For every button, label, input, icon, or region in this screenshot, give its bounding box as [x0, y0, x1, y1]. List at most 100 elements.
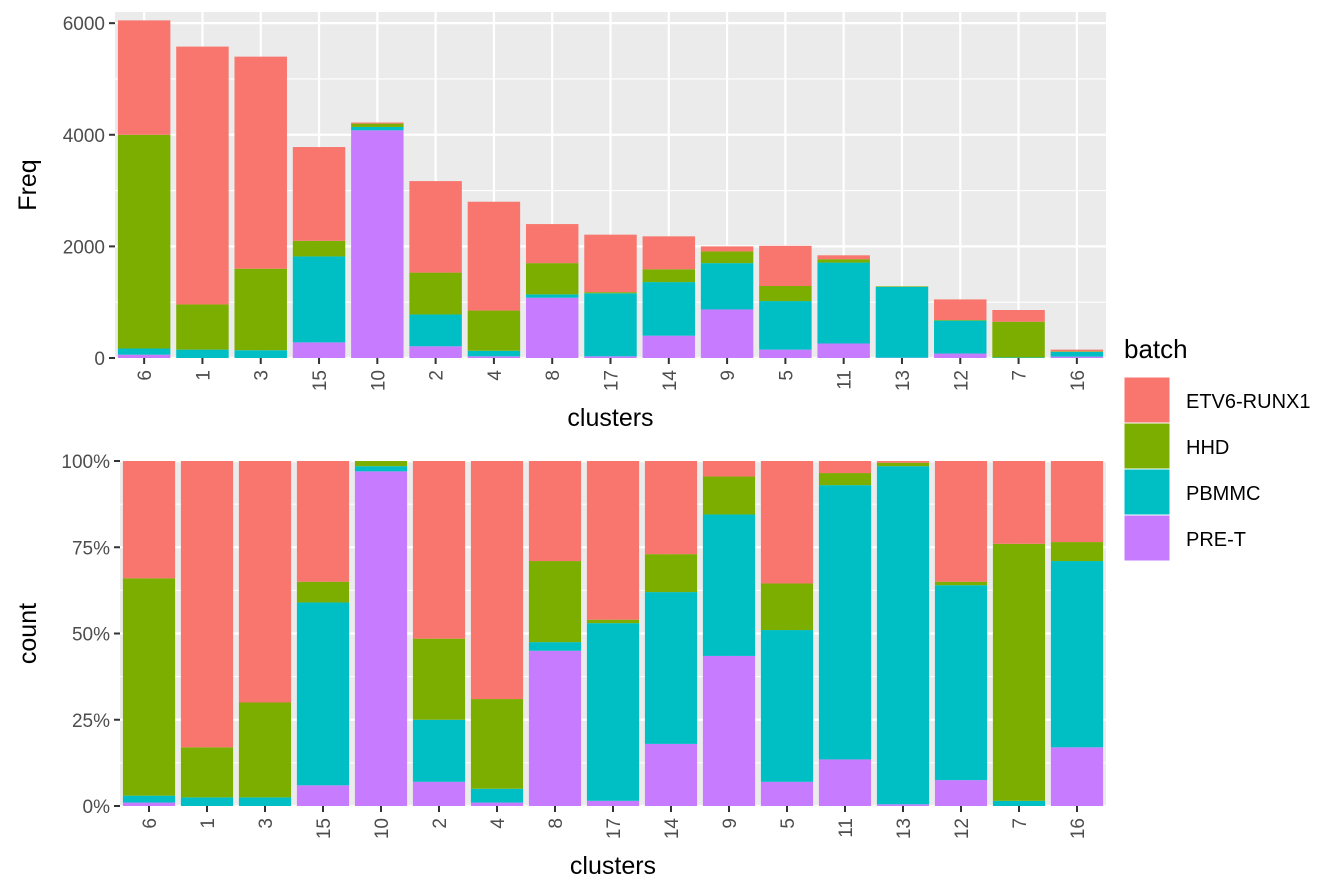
bar-segment-etv6-runx1-cluster-10 [351, 122, 404, 124]
bar-segment-etv6-runx1-cluster-7 [992, 310, 1045, 322]
bar-segment-hhd-cluster-11 [817, 259, 870, 263]
bar-segment-pre-t-cluster-15 [292, 342, 346, 358]
y-axis-title: count [14, 603, 42, 664]
x-tick-label: 12 [951, 370, 972, 391]
bar-segment-hhd-cluster-4 [470, 699, 524, 789]
bar-segment-hhd-cluster-2 [412, 638, 466, 720]
x-tick-label: 6 [135, 370, 156, 381]
x-tick-label: 1 [193, 370, 214, 381]
bar-segment-etv6-runx1-cluster-9 [702, 461, 756, 477]
bar-segment-hhd-cluster-10 [354, 461, 408, 467]
bar-segment-etv6-runx1-cluster-14 [644, 461, 698, 555]
x-tick-label: 7 [1010, 818, 1031, 829]
bar-segment-etv6-runx1-cluster-13 [876, 461, 930, 463]
x-tick-label: 10 [368, 370, 389, 391]
bar-segment-pre-t-cluster-6 [122, 802, 176, 806]
x-tick-label: 16 [1068, 818, 1089, 839]
y-tick-label: 0 [94, 349, 105, 370]
bar-segment-hhd-cluster-14 [642, 269, 696, 283]
bar-segment-hhd-cluster-12 [934, 581, 988, 586]
bar-segment-pbmmc-cluster-10 [351, 126, 404, 131]
bar-segment-pbmmc-cluster-15 [296, 602, 350, 786]
bar-segment-pre-t-cluster-2 [412, 781, 466, 806]
bar-segment-pre-t-cluster-6 [117, 354, 171, 358]
bar-segment-hhd-cluster-12 [934, 320, 987, 321]
legend-key-hhd [1123, 422, 1171, 470]
x-tick-label: 4 [485, 370, 506, 381]
bar-segment-pbmmc-cluster-5 [759, 301, 812, 350]
bar-segment-etv6-runx1-cluster-3 [238, 461, 292, 703]
bar-segment-etv6-runx1-cluster-6 [122, 461, 176, 579]
bar-segment-pbmmc-cluster-9 [702, 514, 756, 656]
bar-segment-etv6-runx1-cluster-14 [642, 236, 696, 270]
bar-segment-hhd-cluster-5 [759, 286, 812, 302]
bar-segment-pre-t-cluster-10 [351, 130, 404, 358]
bar-segment-hhd-cluster-17 [586, 619, 640, 624]
bar-segment-etv6-runx1-cluster-16 [1050, 349, 1104, 352]
bar-segment-etv6-runx1-cluster-5 [759, 245, 812, 287]
bar-segment-pbmmc-cluster-2 [409, 314, 462, 347]
bar-segment-hhd-cluster-8 [528, 561, 582, 643]
bar-segment-hhd-cluster-6 [117, 134, 171, 349]
bar-segment-etv6-runx1-cluster-12 [934, 299, 987, 321]
x-tick-label: 11 [836, 818, 857, 838]
bar-segment-hhd-cluster-9 [702, 476, 756, 515]
bar-segment-hhd-cluster-16 [1050, 351, 1104, 352]
bar-segment-pre-t-cluster-16 [1050, 747, 1104, 806]
x-tick-label: 2 [427, 370, 448, 381]
bar-segment-pbmmc-cluster-15 [292, 256, 346, 343]
bar-segment-hhd-cluster-1 [180, 747, 234, 798]
bar-segment-etv6-runx1-cluster-2 [412, 461, 466, 639]
bar-segment-pre-t-cluster-8 [528, 650, 582, 806]
x-tick-label: 1 [198, 818, 219, 829]
bar-segment-pbmmc-cluster-13 [875, 286, 929, 358]
bar-segment-hhd-cluster-15 [292, 240, 346, 257]
bar-segment-pbmmc-cluster-2 [412, 719, 466, 782]
x-tick-label: 13 [893, 370, 914, 391]
bar-segment-hhd-cluster-9 [700, 251, 754, 264]
bar-segment-pre-t-cluster-9 [702, 655, 756, 806]
bar-segment-pre-t-cluster-11 [817, 343, 870, 358]
bar-segment-pre-t-cluster-5 [759, 349, 812, 358]
bar-segment-pbmmc-cluster-1 [176, 349, 229, 358]
bar-segment-hhd-cluster-4 [467, 310, 521, 351]
bar-segment-pre-t-cluster-5 [760, 781, 814, 806]
x-axis-title: clusters [567, 404, 653, 432]
bar-segment-pbmmc-cluster-1 [180, 797, 234, 806]
x-tick-label: 17 [602, 370, 623, 391]
x-tick-label: 13 [894, 818, 915, 839]
bar-segment-etv6-runx1-cluster-6 [117, 20, 171, 135]
bar-segment-pbmmc-cluster-13 [876, 466, 930, 805]
bar-segment-pre-t-cluster-9 [700, 309, 754, 358]
bar-segment-pre-t-cluster-11 [818, 759, 872, 806]
x-tick-label: 5 [778, 818, 799, 829]
legend-label-pre-t: PRE-T [1186, 529, 1246, 551]
x-tick-label: 14 [662, 818, 683, 840]
y-tick-label: 4000 [63, 126, 105, 147]
bar-segment-pre-t-cluster-16 [1050, 356, 1104, 358]
bar-segment-hhd-cluster-15 [296, 581, 350, 603]
y-tick-label: 6000 [63, 14, 105, 35]
bar-segment-pre-t-cluster-10 [354, 471, 408, 806]
bar-segment-pbmmc-cluster-5 [760, 630, 814, 782]
bar-segment-pbmmc-cluster-17 [586, 623, 640, 801]
bar-segment-pre-t-cluster-4 [470, 802, 524, 806]
bar-segment-pbmmc-cluster-16 [1050, 561, 1104, 748]
bar-segment-etv6-runx1-cluster-7 [992, 461, 1046, 544]
bar-segment-etv6-runx1-cluster-4 [467, 201, 521, 311]
y-tick-label: 75% [72, 538, 110, 559]
y-tick-label: 0% [83, 797, 111, 818]
legend-key-pre-t [1123, 514, 1171, 562]
y-tick-label: 2000 [63, 237, 105, 258]
bar-segment-pre-t-cluster-17 [584, 356, 637, 358]
bar-segment-pre-t-cluster-14 [644, 743, 698, 806]
bar-segment-pbmmc-cluster-10 [354, 466, 408, 472]
bar-segment-hhd-cluster-16 [1050, 542, 1104, 562]
bar-segment-hhd-cluster-13 [875, 286, 929, 287]
bar-segment-hhd-cluster-7 [992, 543, 1046, 801]
x-axis-title: clusters [570, 852, 656, 880]
bar-segment-pre-t-cluster-8 [525, 297, 579, 358]
bar-segment-pbmmc-cluster-4 [467, 350, 521, 357]
y-axis-title: Freq [14, 159, 42, 210]
